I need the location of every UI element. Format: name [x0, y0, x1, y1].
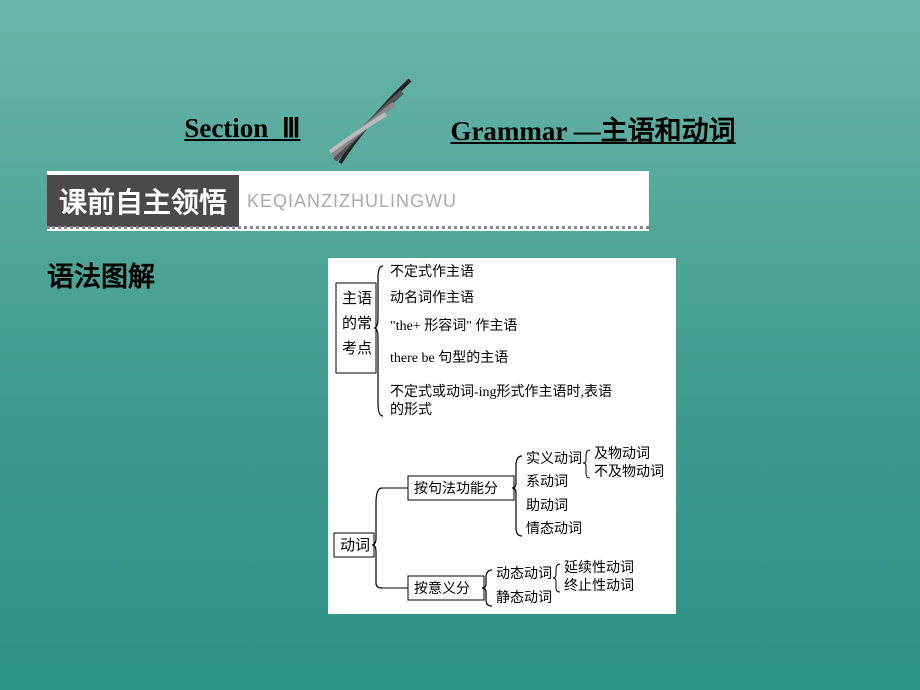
box1-line2: 的常 — [342, 315, 372, 332]
b1-item0: 不定式作主语 — [390, 264, 474, 280]
brace-dongtai — [553, 564, 560, 592]
ba-item1: 系动词 — [526, 474, 568, 490]
bb-item0: 动态动词 — [496, 566, 552, 582]
brace-branch-b — [482, 570, 492, 606]
banner-dots-divider — [47, 226, 649, 229]
grammar-title: Grammar —主语和动词 — [450, 109, 735, 148]
ba-item0: 实义动词 — [526, 451, 582, 467]
b1-item5: 的形式 — [390, 402, 432, 418]
grammar-diagram: 主语 的常 考点 不定式作主语 动名词作主语 "the+ 形容词" 作主语 th… — [328, 258, 676, 614]
bb-sub0: 延续性动词 — [564, 559, 634, 576]
box1-line1: 主语 — [342, 290, 372, 307]
section-banner: 课前自主领悟 KEQIANZIZHULINGWU — [47, 171, 649, 231]
box1-line3: 考点 — [342, 340, 372, 357]
ba-item2: 助动词 — [526, 498, 568, 514]
bb-item1: 静态动词 — [496, 590, 552, 606]
branch-b-label: 按意义分 — [414, 580, 470, 597]
section-title: Section_Ⅲ — [184, 113, 300, 144]
b1-item4: 不定式或动词-ing形式作主语时,表语 — [390, 384, 612, 400]
bb-sub1: 终止性动词 — [564, 578, 634, 594]
banner-pinyin: KEQIANZIZHULINGWU — [247, 191, 457, 212]
ba-sub1: 不及物动词 — [594, 464, 664, 480]
b1-item1: 动名词作主语 — [390, 290, 474, 306]
ba-sub0: 及物动词 — [594, 446, 650, 462]
branch-a-label: 按句法功能分 — [414, 481, 498, 497]
grammar-diagram-subheading: 语法图解 — [47, 255, 155, 294]
box2-label: 动词 — [340, 537, 370, 554]
brace-shiyi — [583, 450, 590, 478]
swoosh-logo-icon — [320, 68, 430, 178]
ba-item3: 情态动词 — [526, 521, 582, 537]
banner-main-text: 课前自主领悟 — [47, 175, 239, 227]
title-row: Section_Ⅲ Grammar —主语和动词 — [0, 78, 920, 178]
b1-item3: there be 句型的主语 — [390, 350, 508, 366]
b1-item2: "the+ 形容词" 作主语 — [390, 317, 517, 334]
